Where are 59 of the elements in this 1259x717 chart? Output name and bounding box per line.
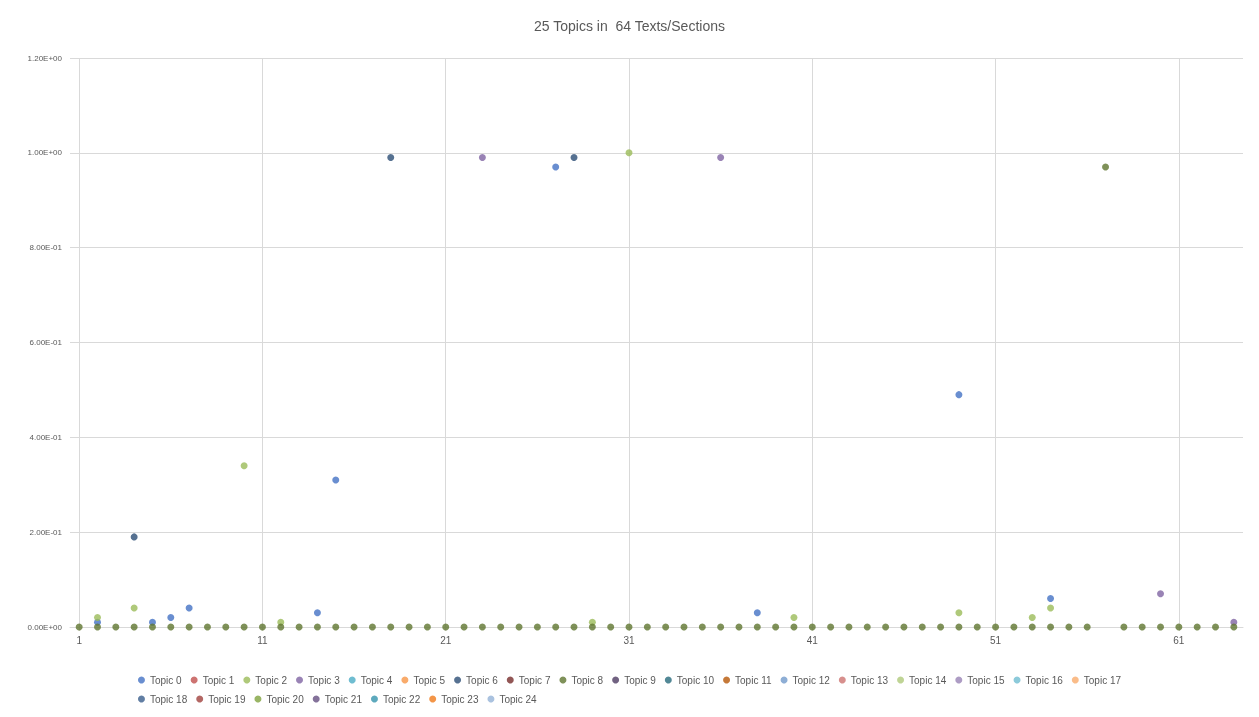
point — [552, 163, 560, 171]
point — [332, 476, 340, 484]
legend-label: Topic 13 — [850, 674, 889, 686]
legend-label: Topic 15 — [967, 674, 1005, 686]
legend-label: Topic 10 — [676, 674, 715, 686]
point — [753, 609, 761, 617]
point — [94, 614, 101, 622]
x-tick-label: 51 — [990, 634, 1002, 646]
point — [717, 154, 725, 162]
point — [1157, 590, 1165, 598]
legend-label: Topic 5 — [413, 674, 446, 686]
legend-label: Topic 8 — [571, 674, 604, 686]
y-tick-label: 4.00E-01 — [29, 432, 63, 442]
y-tick-label: 2.00E-01 — [29, 527, 63, 537]
x-tick-label: 21 — [440, 634, 452, 646]
legend-label: Topic 12 — [792, 674, 831, 686]
legend-label: Topic 1 — [202, 674, 235, 686]
legend-label: Topic 23 — [441, 693, 479, 705]
y-tick-label: 8.00E-01 — [29, 243, 63, 253]
point — [313, 609, 321, 617]
legend-label: Topic 20 — [266, 693, 305, 705]
x-tick-label: 61 — [1173, 634, 1185, 646]
point — [1047, 604, 1055, 612]
point — [240, 462, 248, 470]
point — [790, 614, 798, 622]
legend-label: Topic 11 — [735, 674, 772, 686]
point — [1028, 614, 1036, 622]
point — [955, 609, 963, 617]
x-tick-label: 1 — [76, 634, 83, 646]
y-tick-label: 6.00E-01 — [29, 338, 63, 347]
x-tick-label: 31 — [623, 634, 636, 646]
point — [167, 614, 175, 622]
legend-label: Topic 24 — [499, 693, 538, 705]
legend-label: Topic 22 — [382, 693, 421, 705]
legend-label: Topic 9 — [624, 674, 657, 686]
legend-label: Topic 0 — [149, 674, 183, 686]
point — [478, 154, 486, 162]
x-tick-label: 11 — [257, 634, 269, 646]
legend-label: Topic 6 — [466, 674, 499, 686]
y-tick-label: 1.00E+00 — [27, 148, 63, 158]
y-tick-label: 0.00E+00 — [27, 622, 63, 632]
legend-label: Topic 16 — [1025, 674, 1064, 686]
legend-label: Topic 18 — [149, 693, 188, 705]
legend-label: Topic 3 — [308, 674, 341, 686]
legend-label: Topic 2 — [255, 674, 288, 686]
point — [387, 154, 395, 162]
legend-label: Topic 4 — [360, 674, 393, 686]
point — [1047, 595, 1055, 603]
legend-label: Topic 7 — [518, 674, 551, 686]
point — [955, 391, 963, 399]
point — [130, 533, 138, 541]
x-tick-label: 41 — [806, 634, 819, 646]
legend-label: Topic 21 — [324, 693, 363, 705]
point — [570, 154, 578, 162]
legend-label: Topic 17 — [1083, 674, 1122, 686]
legend-label: Topic 14 — [909, 674, 947, 686]
chart-title: 25 Topics in 64 Texts/Sections — [534, 18, 725, 34]
legend-label: Topic 19 — [208, 693, 246, 705]
y-tick-label: 1.20E+00 — [27, 53, 63, 63]
